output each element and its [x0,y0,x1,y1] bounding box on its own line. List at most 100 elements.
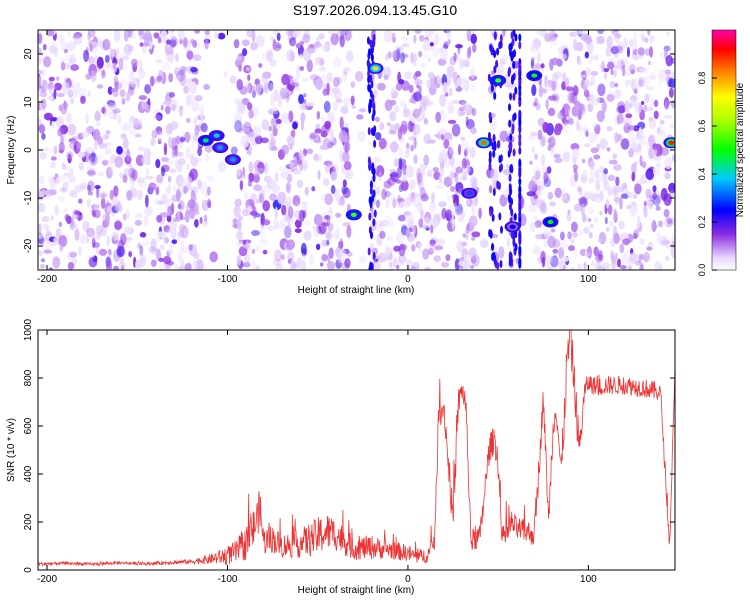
spectral-blob [573,248,579,258]
spectral-blob [422,51,428,59]
spectral-blob [430,218,439,227]
spectral-blob [645,188,652,199]
spectral-blob [176,70,185,82]
spectral-blob [136,177,145,184]
spectral-streak [518,33,522,42]
spectral-blob [322,178,330,187]
spectral-blob [95,120,102,127]
spectral-blob [505,75,510,85]
spectral-blob [127,30,133,38]
spectral-blob [101,107,106,114]
spectral-blob [446,30,452,39]
spectral-blob [443,138,450,149]
spectral-blob [241,127,251,133]
spectral-blob [130,58,138,67]
x-tick-label: -100 [217,574,237,585]
spectral-blob [643,200,647,207]
spectral-blob [390,87,398,98]
heatmap-x-label: Height of straight line (km) [298,285,415,296]
spectral-blob [67,123,77,136]
spectral-streak [370,53,374,62]
spectral-blob [178,200,185,211]
spectral-blob [454,258,460,270]
spectral-blob [648,147,655,160]
spectral-blob [588,41,593,54]
y-tick-label: -10 [23,190,34,205]
spectral-blob [302,210,307,219]
spectral-blob [104,213,110,226]
spectral-blob [372,259,381,270]
spectral-blob [417,177,421,186]
spectral-blob [657,130,667,137]
spectral-blob [58,142,65,153]
spectral-blob [392,197,397,209]
spectral-blob [653,99,659,108]
spectral-blob [583,192,593,200]
spectral-blob [199,181,208,195]
spectral-blob [373,156,382,164]
spectral-blob [628,103,633,109]
spectral-blob [57,92,65,98]
spectral-blob [469,215,478,227]
spectral-blob [53,88,57,100]
spectral-blob [77,215,85,221]
spectral-blob [538,85,544,98]
spectral-streak [498,212,502,221]
spectral-blob [298,151,306,161]
spectral-streak [496,47,500,56]
spectral-blob [217,32,226,40]
spectral-blob [134,219,142,226]
spectral-blob [166,261,174,266]
spectral-blob [326,72,333,83]
spectral-blob [301,200,308,206]
colorbar-label: Normalized spectral amplitude [735,82,746,217]
spectral-blob [161,61,171,72]
spectral-blob [234,98,242,105]
spectral-blob [448,87,453,97]
spectral-blob [312,153,320,161]
spectral-blob [239,85,248,95]
spectral-streak [370,231,374,240]
spectral-blob [613,232,620,244]
spectral-blob [315,78,324,90]
spectral-blob [615,45,624,54]
spectral-blob [640,100,645,105]
spectral-blob [580,33,589,42]
spectral-blob [48,44,58,54]
spectral-blob [97,140,101,145]
spectral-blob [40,79,48,92]
spectral-blob [573,100,581,107]
spectral-blob [284,214,290,221]
spectral-blob [96,186,100,199]
spectral-blob [625,113,633,119]
spectral-blob [438,175,443,184]
spectral-blob [234,120,243,133]
spectral-blob [195,259,204,270]
spectral-blob [433,241,442,253]
spectral-blob [251,85,256,90]
spectral-streak [490,84,494,93]
spectral-blob [118,58,124,71]
spectral-blob [656,232,661,244]
spectral-blob [392,49,401,60]
spectral-blob [97,171,105,177]
spectral-blob [272,30,279,36]
spectral-blob [528,180,537,193]
spectral-blob [384,256,388,262]
spectral-blob [49,147,55,155]
spectral-blob [152,247,159,253]
x-tick-label: 100 [580,274,597,285]
spectral-blob [344,258,351,269]
spectral-blob [177,151,184,157]
spectral-blob [292,169,302,175]
spectral-blob [346,225,352,238]
spectral-blob [112,108,121,114]
spectral-blob [596,35,605,45]
spectral-blob [318,33,325,40]
spectral-blob [530,175,538,187]
spectral-blob [280,254,285,260]
spectral-blob [456,52,460,63]
spectral-blob [528,203,537,213]
spectral-blob [92,128,101,141]
spectral-blob [114,156,124,168]
